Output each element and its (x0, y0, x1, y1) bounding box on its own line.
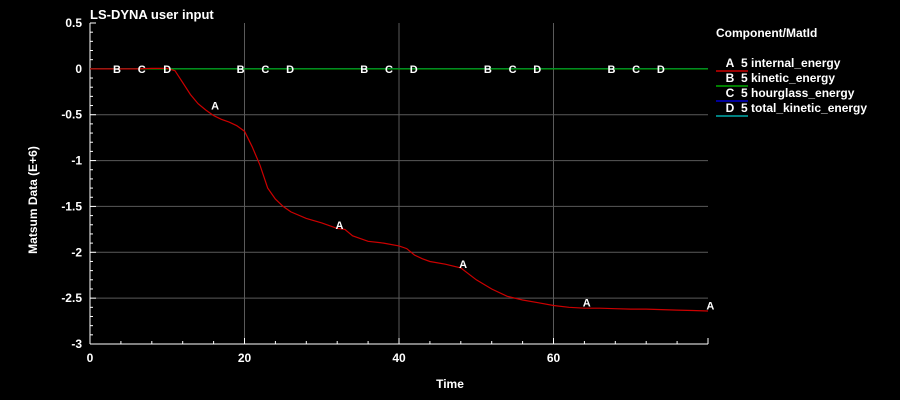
series-marker-b: B (484, 64, 492, 76)
series-marker-c: C (138, 64, 146, 76)
y-axis-label: Matsum Data (E+6) (26, 146, 40, 254)
series-marker-c: C (261, 64, 269, 76)
legend-label: 5 internal_energy (741, 56, 841, 70)
legend-item: C 5 hourglass_energy (716, 86, 855, 102)
chart-title: LS-DYNA user input (90, 7, 214, 22)
series-marker-d: D (533, 64, 541, 76)
legend-label: 5 hourglass_energy (741, 86, 855, 100)
y-tick-label: -0.5 (61, 108, 82, 122)
y-tick-label: -2 (71, 245, 82, 259)
series-marker-d: D (410, 64, 418, 76)
legend-item: A 5 internal_energy (716, 56, 841, 72)
series-lines (90, 67, 709, 312)
legend-marker: A (726, 56, 735, 70)
y-tick-label: -2.5 (61, 291, 82, 305)
series-line-a (90, 67, 709, 312)
legend-label: 5 total_kinetic_energy (741, 101, 867, 115)
legend-marker: D (726, 101, 735, 115)
series-markers: B C D A B C D A B C D A B C D A B C D A (113, 64, 714, 313)
legend-item: D 5 total_kinetic_energy (716, 101, 867, 117)
x-tick-label: 40 (392, 351, 406, 365)
series-marker-c: C (385, 64, 393, 76)
legend: A 5 internal_energy B 5 kinetic_energy C 5 ho… (716, 56, 867, 117)
series-marker-b: B (607, 64, 615, 76)
y-tick-label: -3 (71, 337, 82, 351)
legend-marker: C (726, 86, 735, 100)
series-marker-d: D (286, 64, 294, 76)
x-tick-label: 60 (547, 351, 561, 365)
legend-title: Component/MatId (716, 26, 817, 40)
x-tick-label: 0 (87, 351, 94, 365)
y-tick-label: 0 (75, 62, 82, 76)
tick-labels: 0.5 0 -0.5 -1 -1.5 -2 -2.5 -3 0 20 40 60 (61, 16, 560, 365)
series-marker-b: B (237, 64, 245, 76)
axes (89, 22, 709, 345)
legend-item: B 5 kinetic_energy (716, 71, 835, 87)
y-tick-label: -1 (71, 154, 82, 168)
series-marker-d: D (163, 64, 171, 76)
series-marker-b: B (360, 64, 368, 76)
series-marker-c: C (632, 64, 640, 76)
y-tick-label: -1.5 (61, 199, 82, 213)
series-marker-a: A (459, 259, 467, 271)
legend-label: 5 kinetic_energy (741, 71, 835, 85)
series-marker-d: D (657, 64, 665, 76)
series-marker-a: A (211, 101, 219, 113)
series-marker-a: A (336, 220, 344, 232)
series-marker-b: B (113, 64, 121, 76)
series-marker-a: A (583, 298, 591, 310)
series-marker-a: A (706, 300, 714, 312)
x-axis-label: Time (436, 377, 464, 391)
y-tick-label: 0.5 (65, 16, 82, 30)
legend-marker: B (726, 71, 735, 85)
x-tick-label: 20 (238, 351, 252, 365)
series-marker-c: C (509, 64, 517, 76)
